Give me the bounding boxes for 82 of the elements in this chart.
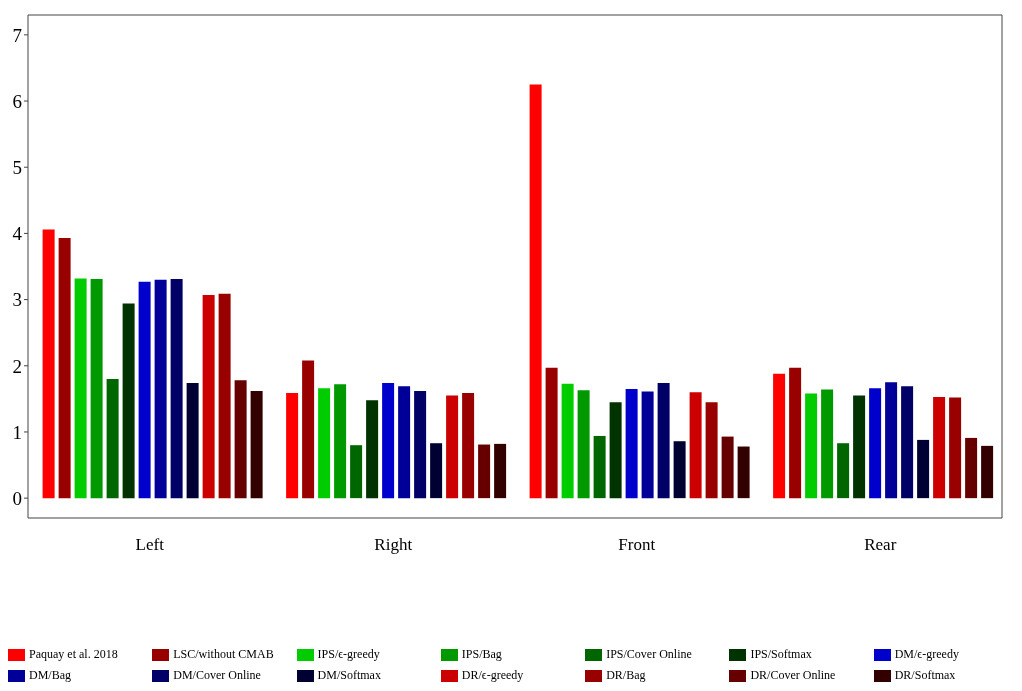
- bar: [234, 380, 247, 499]
- legend-label: Paquay et al. 2018: [29, 647, 118, 662]
- bar: [853, 395, 866, 499]
- bar: [821, 389, 834, 499]
- legend-label: DM/ϵ-greedy: [894, 647, 959, 662]
- bar: [545, 367, 558, 499]
- bar: [478, 444, 491, 499]
- bar: [170, 279, 183, 499]
- bar: [917, 439, 930, 499]
- bar: [721, 436, 734, 499]
- bar: [625, 388, 638, 499]
- bar: [737, 446, 750, 499]
- bar: [529, 84, 542, 499]
- bar: [414, 390, 427, 499]
- bar: [901, 386, 914, 499]
- legend-label: DM/Softmax: [317, 668, 381, 683]
- bar: [350, 445, 363, 499]
- bar: [673, 441, 686, 499]
- bar: [689, 392, 702, 499]
- bar: [202, 294, 215, 499]
- y-tick-label: 5: [12, 156, 22, 178]
- legend-label: IPS/ϵ-greedy: [317, 647, 380, 662]
- bar: [90, 279, 103, 499]
- bar: [122, 303, 135, 499]
- legend-label: DM/Cover Online: [173, 668, 261, 683]
- bar: [593, 435, 606, 499]
- bar: [154, 279, 167, 499]
- bar: [949, 397, 962, 499]
- y-tick-label: 2: [12, 355, 22, 377]
- bar: [705, 402, 718, 499]
- bar: [837, 443, 850, 499]
- bar: [42, 229, 55, 499]
- y-tick-label: 3: [12, 289, 22, 311]
- bar: [106, 379, 119, 499]
- legend-label: DR/ϵ-greedy: [461, 668, 524, 683]
- bar: [382, 382, 395, 499]
- legend-label: LSC/without CMAB: [173, 647, 274, 662]
- bar: [965, 437, 978, 499]
- legend-label: DR/Cover Online: [750, 668, 836, 683]
- bar: [561, 383, 574, 499]
- legend-label: IPS/Bag: [461, 647, 502, 662]
- bar: [302, 360, 315, 499]
- bar: [286, 392, 299, 499]
- bar: [366, 400, 379, 499]
- bar: [318, 388, 331, 499]
- bar: [609, 402, 622, 499]
- bar: [430, 443, 443, 499]
- bar: [462, 392, 475, 499]
- bar: [789, 367, 802, 499]
- y-tick-label: 1: [12, 421, 22, 443]
- x-tick-label: Left: [135, 535, 165, 555]
- bar: [494, 443, 507, 499]
- y-tick-label: 4: [12, 223, 23, 245]
- legend-label: IPS/Cover Online: [606, 647, 692, 662]
- bar: [334, 384, 347, 499]
- bar: [138, 281, 151, 499]
- bar: [805, 393, 818, 499]
- x-tick-label: Right: [374, 535, 413, 555]
- bar: [773, 373, 786, 499]
- legend-label: DR/Bag: [606, 668, 646, 683]
- bar: [218, 293, 231, 499]
- bar: [446, 395, 459, 499]
- x-tick-label: Rear: [864, 535, 897, 555]
- bar: [398, 386, 411, 499]
- bar: [58, 238, 71, 499]
- bar: [641, 391, 654, 499]
- bar: [869, 388, 882, 499]
- bar: [577, 390, 590, 499]
- bar: [981, 445, 994, 499]
- bar: [885, 382, 898, 499]
- bar: [74, 278, 87, 499]
- bar: [250, 390, 263, 499]
- x-tick-label: Front: [618, 535, 656, 555]
- y-tick-label: 7: [12, 24, 22, 46]
- y-tick-label: 6: [12, 90, 22, 112]
- y-tick-label: 0: [12, 487, 22, 509]
- bar: [933, 396, 946, 499]
- bar: [186, 382, 199, 499]
- legend-label: DM/Bag: [29, 668, 71, 683]
- bar: [657, 382, 670, 499]
- legend-label: DR/Softmax: [894, 668, 956, 683]
- legend-label: IPS/Softmax: [750, 647, 812, 662]
